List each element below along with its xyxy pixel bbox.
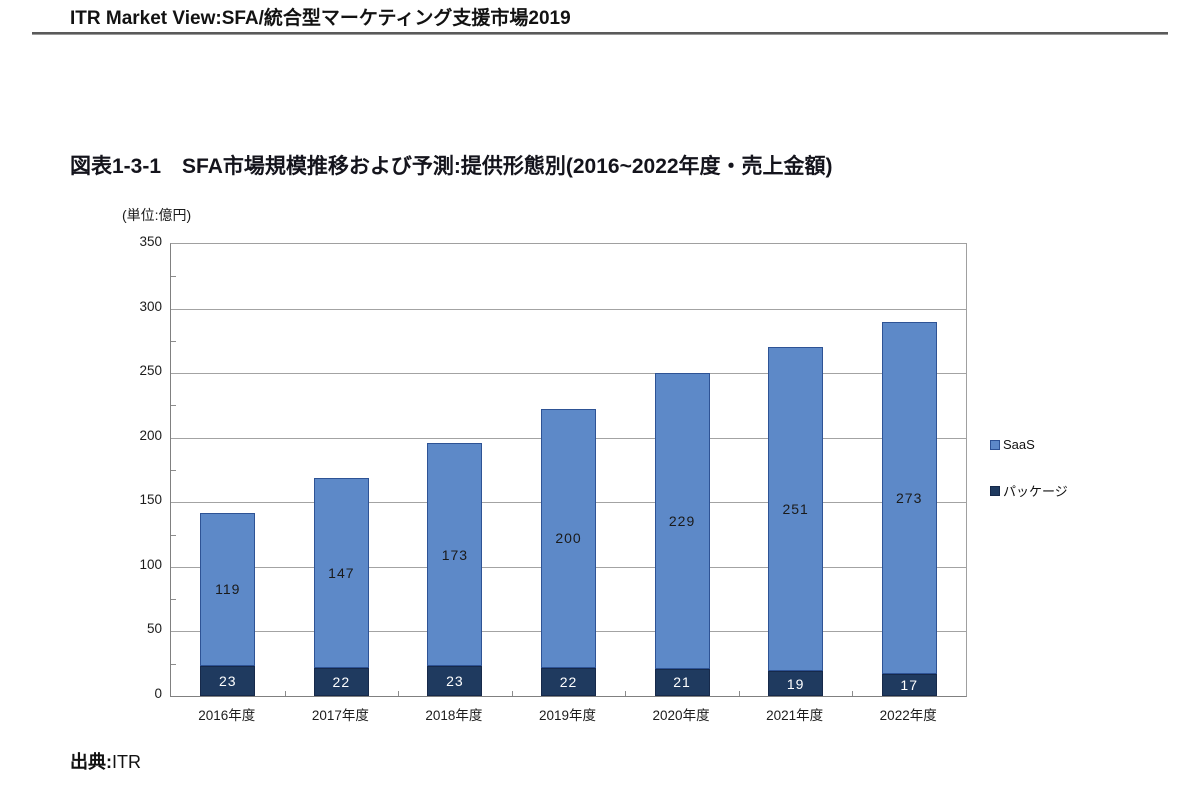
legend-swatch: [990, 439, 1000, 450]
y-axis-minor-tick: [171, 534, 176, 536]
legend-label: SaaS: [1003, 437, 1035, 452]
source-value: ITR: [112, 752, 141, 772]
y-axis-minor-tick: [171, 599, 176, 601]
bar-segment: 173: [427, 442, 483, 667]
bar-segment: 229: [654, 373, 710, 669]
doc-header-title: ITR Market View:SFA/統合型マーケティング支援市場2019: [70, 8, 571, 29]
y-axis-tick-label: 100: [139, 556, 162, 572]
bar-segment: 23: [200, 666, 256, 696]
figure-caption: 図表1-3-1 SFA市場規模推移および予測:提供形態別(2016~2022年度…: [70, 155, 833, 178]
y-axis-tick-label: 150: [139, 492, 162, 508]
bar-value-label: 273: [896, 489, 923, 506]
bar-segment: 23: [427, 666, 483, 696]
y-axis-minor-tick: [171, 470, 176, 471]
x-axis-category-label: 2021年度: [766, 708, 824, 723]
y-axis-tick-label: 200: [139, 427, 162, 443]
bar-segment: 273: [881, 321, 937, 675]
x-axis-minor-tick: [738, 691, 740, 696]
chart: 23 119 22 147 23 173 22 200 21 229 19 251 17 273 SaaS…: [139, 234, 1068, 723]
y-axis-tick-label: 0: [154, 686, 162, 701]
header-rule: [32, 32, 1168, 35]
x-axis-minor-tick: [398, 691, 400, 696]
x-axis-category-label: 2017年度: [311, 708, 369, 723]
x-axis-category-label: 2016年度: [198, 708, 256, 723]
y-axis-minor-tick: [171, 340, 176, 342]
bar-value-label: 251: [782, 501, 809, 518]
bar-value-label: 200: [555, 530, 582, 547]
x-axis-category-label: 2018年度: [425, 708, 483, 723]
bar-value-label: 21: [673, 674, 691, 691]
bar-segment: 251: [768, 347, 824, 672]
bar-value-label: 22: [559, 673, 578, 690]
bar-segment: 21: [654, 668, 710, 696]
x-axis-minor-tick: [511, 691, 513, 696]
bar-segment: 22: [541, 667, 596, 696]
y-axis-minor-tick: [171, 663, 176, 665]
bar-value-label: 23: [218, 673, 237, 690]
x-axis-category-label: 2022年度: [879, 708, 937, 723]
bar-segment: 119: [200, 512, 256, 667]
plot-area: 23 119 22 147 23 173 22 200 21 229 19 251 17 273: [170, 243, 967, 697]
bar-value-label: 147: [328, 564, 355, 581]
unit-label: (単位:億円): [122, 207, 192, 223]
bar-value-label: 22: [332, 673, 351, 690]
y-axis-tick-label: 250: [139, 363, 162, 379]
bar-value-label: 19: [786, 675, 805, 692]
y-axis-minor-tick: [171, 276, 176, 278]
bar-value-label: 23: [446, 673, 464, 690]
legend-item: パッケージ: [990, 481, 1068, 500]
legend-label: パッケージ: [1003, 484, 1068, 499]
source-label: 出典:: [70, 752, 112, 772]
x-axis-category-label: 2019年度: [538, 708, 596, 723]
bar-value-label: 173: [441, 546, 469, 563]
y-axis-tick-label: 50: [146, 621, 162, 637]
bar-value-label: 17: [900, 677, 918, 694]
x-axis-minor-tick: [284, 691, 286, 696]
y-axis-tick-label: 300: [139, 298, 162, 314]
gridline: [171, 373, 966, 375]
y-axis-tick-label: 350: [139, 234, 162, 249]
bar-segment: 19: [768, 671, 824, 696]
bar-segment: 200: [541, 409, 596, 668]
x-axis-category-label: 2020年度: [652, 708, 710, 723]
legend-item: SaaS: [990, 437, 1068, 452]
bar-segment: 22: [313, 667, 369, 696]
bar-value-label: 229: [668, 513, 696, 530]
source-note: 出典:ITR: [70, 748, 141, 774]
legend: SaaS パッケージ: [990, 437, 1068, 529]
y-axis-minor-tick: [171, 405, 176, 407]
x-axis-minor-tick: [852, 691, 854, 696]
gridline: [171, 308, 966, 310]
x-axis-minor-tick: [625, 691, 627, 696]
bar-segment: 147: [313, 477, 369, 668]
bar-value-label: 119: [215, 581, 241, 598]
bar-segment: 17: [881, 674, 937, 696]
legend-swatch: [990, 485, 1000, 496]
